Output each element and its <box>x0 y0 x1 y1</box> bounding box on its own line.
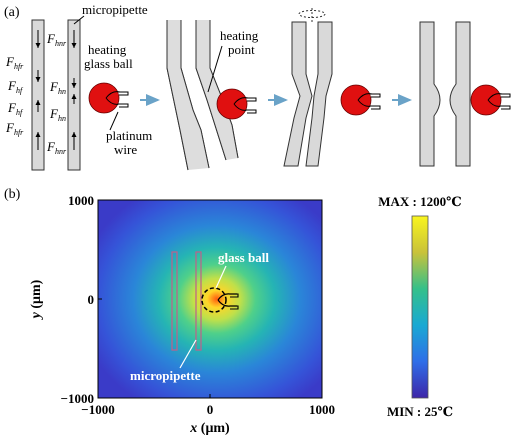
x-axis-label: x (μm) <box>189 421 230 436</box>
temperature-map <box>98 200 322 398</box>
svg-text:Fhf: Fhf <box>7 100 24 117</box>
svg-text:Fhnr: Fhnr <box>46 139 67 156</box>
colorbar-min-label: MIN : 25℃ <box>387 404 453 419</box>
label-heating-2: heating <box>220 28 259 43</box>
label-wire: wire <box>114 142 137 157</box>
force-labels-inner: Fhnr Fhn Fhn Fhnr <box>46 31 67 156</box>
svg-text:Fhnr: Fhnr <box>46 31 67 48</box>
annotation-glass-ball: glass ball <box>218 250 269 265</box>
map-pipette-wall-right <box>195 251 202 351</box>
svg-text:Fhf: Fhf <box>7 78 24 95</box>
y-tick-min: −1000 <box>61 391 94 406</box>
pipette-stage-3 <box>283 8 333 167</box>
svg-text:Fhfr: Fhfr <box>5 54 24 71</box>
x-tick-min: −1000 <box>81 402 114 417</box>
label-heating: heating <box>88 42 127 57</box>
y-axis-label: y (μm) <box>29 279 44 320</box>
svg-text:Fhfr: Fhfr <box>5 120 24 137</box>
colorbar-max-label: MAX : 1200℃ <box>378 194 461 209</box>
pipette-stage-1 <box>31 19 81 171</box>
pipette-stage-2 <box>166 20 239 171</box>
leader-heating-point <box>207 45 223 93</box>
label-glass-ball: glass ball <box>84 56 133 71</box>
colorbar <box>411 215 429 399</box>
annotation-micropipette: micropipette <box>130 368 201 383</box>
panel-a-label: (a) <box>4 5 20 20</box>
label-micropipette: micropipette <box>82 2 148 17</box>
y-tick-max: 1000 <box>68 193 94 208</box>
map-glass-ball <box>201 287 239 313</box>
panel-b-label: (b) <box>4 187 21 202</box>
x-tick-zero: 0 <box>207 402 214 417</box>
leader-glass-ball <box>215 265 227 289</box>
heater-3 <box>340 84 381 116</box>
map-pipette-wall-left <box>171 251 178 351</box>
heater-2 <box>216 88 257 120</box>
label-point: point <box>228 42 255 57</box>
svg-text:Fhn: Fhn <box>49 106 66 123</box>
leader-micropipette <box>73 15 85 25</box>
svg-text:Fhn: Fhn <box>49 79 66 96</box>
x-tick-max: 1000 <box>309 402 335 417</box>
leader-platinum <box>109 111 119 131</box>
label-platinum: platinum <box>106 128 152 143</box>
y-tick-zero: 0 <box>88 292 95 307</box>
heater-4 <box>470 84 511 116</box>
heater-1 <box>88 82 129 114</box>
force-labels-outer: Fhfr Fhf Fhf Fhfr <box>5 54 24 137</box>
leader-micropipette-b <box>179 339 197 369</box>
pipette-stage-4 <box>419 21 471 167</box>
